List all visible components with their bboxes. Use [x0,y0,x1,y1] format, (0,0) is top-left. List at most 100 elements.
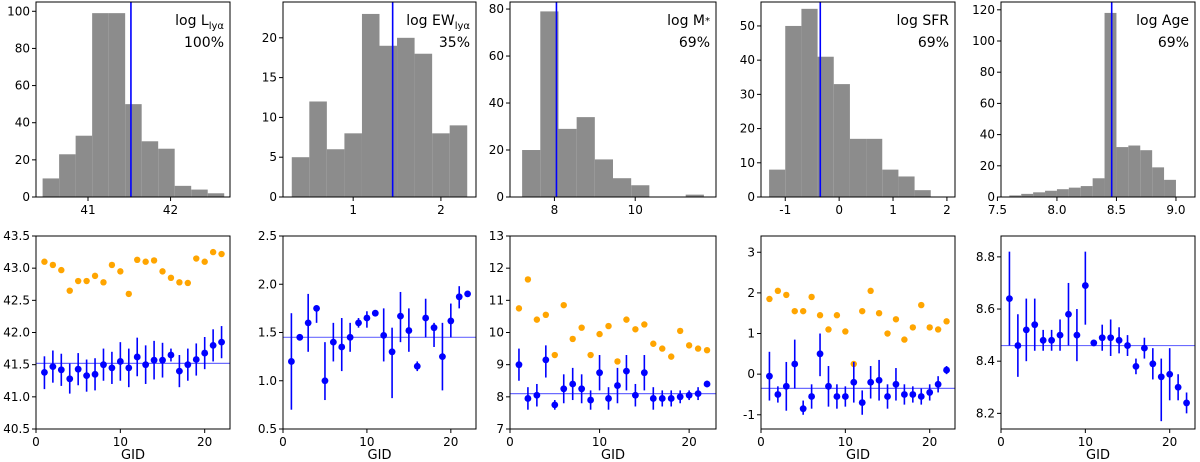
y-tick-label: 13 [489,229,504,243]
x-tick-label: 20 [922,435,937,449]
orange-point [193,255,200,262]
x-tick-label: 41 [80,203,95,217]
orange-point [901,336,908,343]
blue-point [533,391,541,399]
blue-point [900,391,908,398]
blue-point [1090,339,1098,347]
blue-point [447,317,455,325]
orange-point [875,310,883,317]
orange-point [578,324,585,331]
blue-point [184,361,192,369]
label-main: log M [667,13,705,29]
histogram-bar [92,13,109,198]
blue-point [1149,360,1157,368]
orange-point [218,250,225,258]
orange-point [569,335,576,343]
blue-point [57,366,65,374]
blue-point [413,362,421,370]
orange-point [650,340,657,347]
orange-point [108,261,116,269]
label-main: log L [175,13,209,29]
orange-point [542,311,550,319]
x-axis-label: GID [121,448,145,462]
x-tick-label: 0 [757,435,765,449]
orange-point [83,277,90,285]
plot-frame [760,235,956,430]
blue-point [287,358,295,365]
y-tick-label: 0 [747,367,755,381]
y-tick-label: 2 [747,286,755,300]
blue-point [782,382,790,390]
y-tick-label: 3 [747,245,755,259]
orange-point [605,322,612,330]
blue-point [578,385,586,393]
plot-frame [1000,235,1196,430]
blue-point [569,380,577,388]
x-tick-label: 10 [113,435,128,449]
y-tick-label: 20 [15,153,30,167]
orange-point [859,307,866,315]
histogram-bar [207,193,225,197]
x-tick-label: 1 [889,203,897,217]
y-tick-label: 1 [747,327,755,341]
orange-point [703,346,711,354]
blue-point [175,367,183,375]
blue-point [917,393,925,400]
blue-point [464,290,472,298]
blue-point [658,395,666,402]
orange-point [632,326,639,333]
orange-point [892,316,900,323]
x-axis-label: GID [601,448,625,462]
y-tick-label: 42.0 [3,326,30,340]
y-tick-label: 30 [740,87,755,101]
y-tick-label: 100 [972,34,995,48]
x-tick-label: 0 [997,435,1005,449]
blue-point [703,380,711,388]
x-tick-label: 0 [506,435,514,449]
histogram-bar [1009,195,1022,197]
y-tick-label: 42.5 [3,293,30,307]
orange-point [842,328,849,335]
y-tick-label: 0 [22,190,30,204]
histogram-bar [1152,167,1165,197]
orange-point [159,268,166,275]
orange-point [694,345,702,352]
blue-point [296,333,304,341]
histogram-bar [558,128,577,197]
y-tick-label: 80 [980,65,995,79]
x-tick-label: 8 [551,203,559,217]
y-tick-label: 20 [740,122,755,136]
histogram-bar [576,117,595,197]
y-tick-label: 0 [496,190,504,204]
histogram-bar [1116,147,1129,197]
blue-point [560,385,568,393]
orange-point [587,351,594,359]
orange-point [774,287,782,295]
blue-point [1081,282,1089,289]
histogram-bar [882,169,899,197]
orange-point [74,277,82,285]
histogram-bar [801,8,818,198]
orange-point [515,305,523,312]
plot-frame [1000,1,1196,198]
orange-point [184,279,192,287]
label-main: log EW [406,13,455,29]
y-tick-label: 60 [980,96,995,110]
blue-point [587,396,595,404]
histogram-bar [833,84,850,197]
blue-point [304,319,312,327]
blue-point [150,356,158,364]
blue-point [1006,295,1013,302]
blue-point [201,349,209,357]
y-tick-label: 40 [489,96,504,110]
histogram-bar [141,141,159,197]
histogram-bar [174,185,192,197]
orange-point [676,327,684,335]
blue-point [867,378,875,386]
histogram-bar [125,104,142,197]
blue-point [808,393,816,400]
blue-point [791,360,799,368]
histogram-bar [108,13,126,198]
y-tick-label: 20 [262,31,277,45]
orange-point [100,279,107,286]
